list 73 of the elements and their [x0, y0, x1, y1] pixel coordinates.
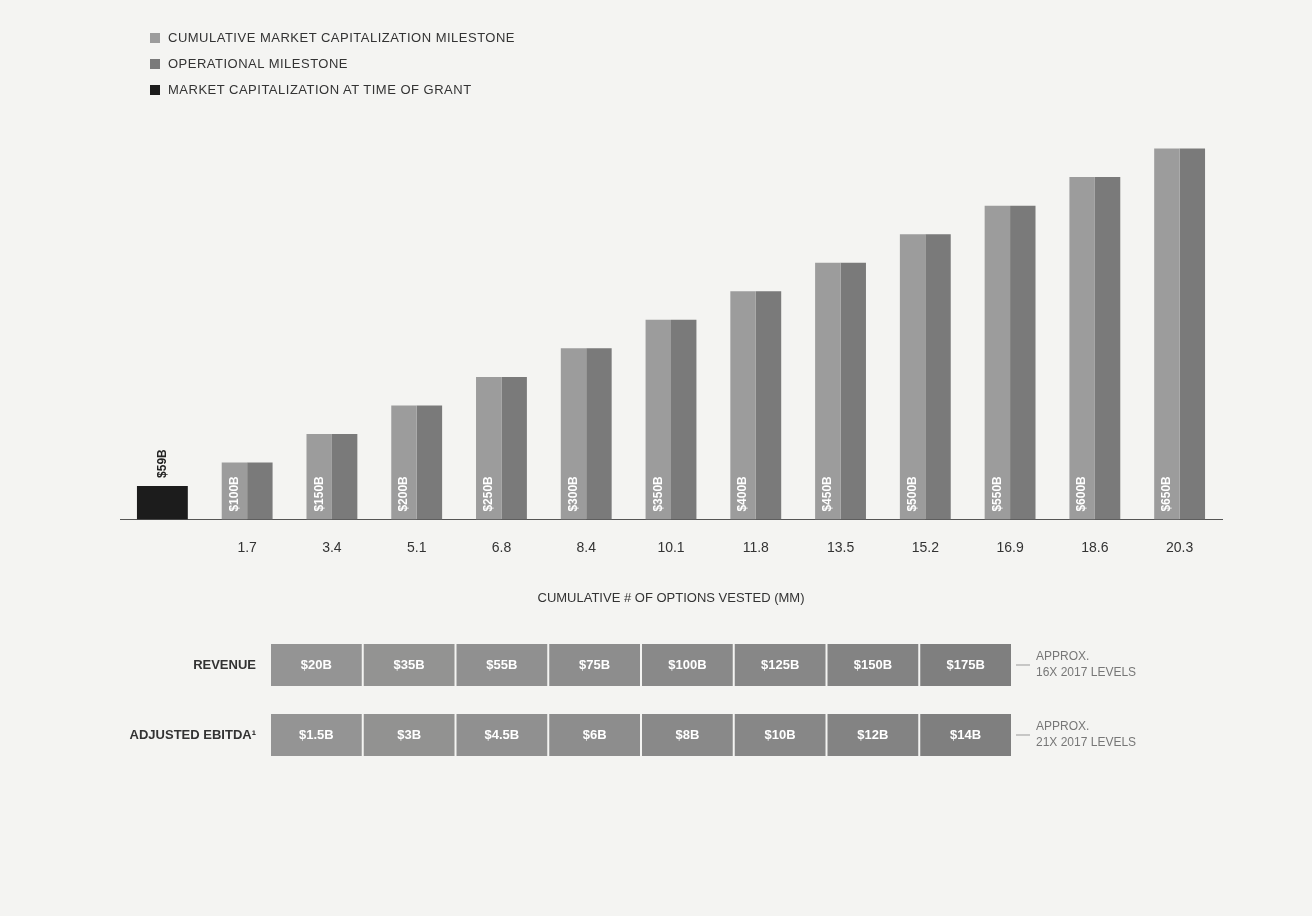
- data-label: $35B: [393, 656, 425, 672]
- bar: [501, 376, 527, 520]
- data-label: $250B: [481, 475, 496, 512]
- bar: [391, 405, 417, 520]
- bar: [1010, 205, 1036, 520]
- bar: [645, 319, 671, 520]
- data-label: $3B: [397, 726, 422, 742]
- data-label: $400B: [735, 475, 750, 512]
- bar: [1069, 177, 1095, 520]
- data-label: $350B: [650, 475, 665, 512]
- bar: [899, 234, 926, 520]
- bar: [1094, 177, 1121, 520]
- data-label: $55B: [486, 656, 518, 672]
- bar: [755, 291, 782, 520]
- bar: [671, 319, 697, 520]
- x-tick-label: 1.7: [237, 538, 258, 555]
- legend-label: MARKET CAPITALIZATION AT TIME OF GRANT: [168, 82, 472, 97]
- data-label: $100B: [668, 656, 707, 672]
- x-tick-label: 5.1: [406, 538, 427, 555]
- bar: [416, 405, 443, 520]
- data-label: $8B: [675, 726, 700, 742]
- y2-tick-label: APPROX. 21X 2017 LEVELS: [1036, 719, 1137, 750]
- data-label: $100B: [226, 475, 241, 512]
- data-label: $150B: [853, 656, 893, 672]
- x-tick-label: 18.6: [1081, 538, 1109, 555]
- data-label: $200B: [396, 475, 411, 512]
- x-tick-label: 16.9: [996, 538, 1024, 555]
- data-label: $14B: [950, 726, 982, 742]
- data-label: $300B: [565, 475, 580, 512]
- bar: [840, 262, 866, 520]
- data-label: $600B: [1074, 475, 1089, 512]
- bar: [331, 433, 358, 520]
- x-tick-label: 20.3: [1165, 538, 1194, 555]
- bar: [306, 433, 332, 520]
- y-tick-label: REVENUE: [193, 656, 257, 672]
- data-label: $125B: [760, 656, 800, 672]
- x-tick-label: 11.8: [742, 538, 770, 555]
- data-label: $150B: [311, 475, 326, 512]
- x-tick-label: 13.5: [826, 538, 855, 555]
- bar: [815, 262, 841, 520]
- bar: [1154, 148, 1180, 520]
- x-axis-title: CUMULATIVE # OF OPTIONS VESTED (MM): [537, 589, 805, 605]
- data-label: $1.5B: [299, 726, 334, 742]
- data-label: $650B: [1159, 475, 1174, 512]
- data-label: $12B: [857, 726, 889, 742]
- bar: [730, 291, 756, 520]
- x-tick-label: 8.4: [576, 538, 597, 555]
- y2-tick-label: APPROX. 16X 2017 LEVELS: [1036, 649, 1137, 680]
- data-label: $75B: [579, 656, 611, 672]
- bar: [1179, 148, 1206, 520]
- bar: [925, 234, 951, 520]
- data-label: $450B: [820, 475, 835, 512]
- data-label: $20B: [300, 656, 332, 672]
- data-label: $4.5B: [484, 726, 520, 742]
- x-tick-label: 6.8: [491, 538, 512, 555]
- x-tick-label: 15.2: [911, 538, 940, 555]
- data-label: $500B: [904, 475, 919, 512]
- bar: [984, 205, 1011, 520]
- data-label: $175B: [946, 656, 985, 672]
- bar: [247, 462, 273, 520]
- x-tick-label: 10.1: [657, 538, 685, 555]
- data-label: $10B: [764, 726, 796, 742]
- legend-label: CUMULATIVE MARKET CAPITALIZATION MILESTONE: [168, 30, 516, 45]
- bar: [560, 348, 587, 520]
- data-label: $6B: [582, 726, 607, 742]
- bar: [476, 376, 502, 520]
- bar: [586, 348, 612, 520]
- x-tick-label: 3.4: [322, 538, 342, 555]
- legend-label: OPERATIONAL MILESTONE: [168, 56, 349, 71]
- data-label: $59B: [154, 448, 169, 478]
- bar: [136, 485, 188, 520]
- y-tick-label: ADJUSTED EBITDA¹: [129, 726, 256, 742]
- data-label: $550B: [989, 475, 1004, 512]
